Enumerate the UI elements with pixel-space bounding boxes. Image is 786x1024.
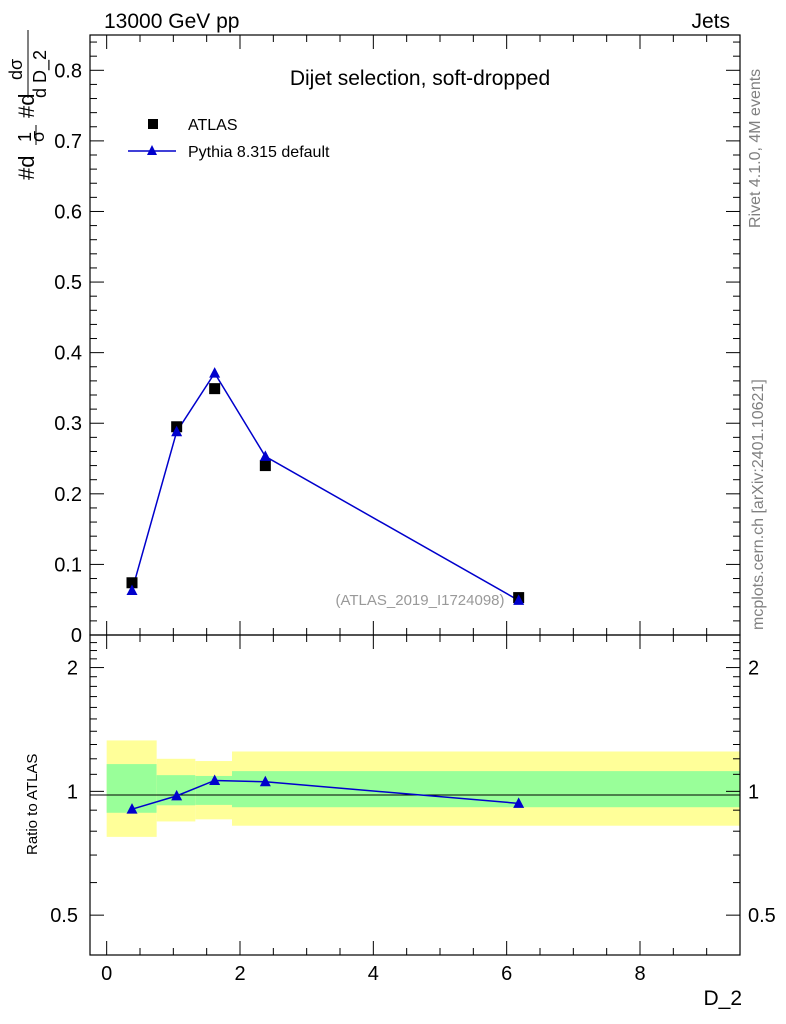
pythia-ratio-point (513, 797, 525, 808)
ratio-y-tick-label-left: 1 (67, 781, 78, 803)
atlas-point (209, 383, 221, 395)
ratio-y-tick-label-right: 0.5 (748, 905, 776, 927)
header-right: Jets (691, 10, 730, 33)
legend-pythia-label: Pythia 8.315 default (188, 144, 330, 161)
pythia-point (259, 450, 271, 461)
main-y-tick-labels: 0 0.1 0.2 0.3 0.4 0.5 0.6 0.7 0.8 (54, 60, 82, 647)
ratio-y-tick-label-right: 1 (748, 781, 759, 803)
ratio-y-tick-label-right: 2 (748, 658, 759, 680)
ratio-ticks (90, 634, 741, 955)
y-label-part-a: #d (14, 156, 39, 180)
y-tick-label: 0.3 (54, 413, 82, 435)
ratio-y-label: Ratio to ATLAS (24, 754, 41, 855)
ratio-y-tick-labels: 0.5 0.5 1 1 2 2 (50, 658, 776, 928)
main-y-axis-label: #d 1 σ #d dσ d D_2 (6, 30, 51, 180)
x-tick-labels: 0 2 4 6 8 (101, 963, 645, 985)
ratio-series (126, 774, 525, 814)
pythia-point (209, 367, 221, 378)
mcplots-label: mcplots.cern.ch [arXiv:2401.10621] (750, 379, 767, 630)
y-tick-label: 0.1 (54, 554, 82, 576)
legend-pythia-marker (147, 145, 157, 155)
ratio-panel: 0.5 0.5 1 1 2 2 Ratio to ATLAS (24, 634, 776, 956)
main-panel: 0 0.1 0.2 0.3 0.4 0.5 0.6 0.7 0.8 Dijet selectio… (54, 34, 741, 647)
y-tick-label: 0.6 (54, 201, 82, 223)
y-label-part-c: σ (28, 131, 48, 142)
y-tick-label: 0 (71, 625, 82, 647)
pythia-ratio-point (126, 803, 138, 814)
y-label-part-d: #d (14, 94, 39, 118)
pythia-line (131, 371, 520, 602)
y-tick-label: 0.7 (54, 131, 82, 153)
ratio-y-tick-label-left: 0.5 (50, 905, 78, 927)
pythia-point (513, 594, 525, 605)
x-tick-label: 6 (501, 963, 512, 985)
x-tick-label: 0 (101, 963, 112, 985)
pythia-point (171, 425, 183, 437)
y-tick-label: 0.5 (54, 272, 82, 294)
y-label-part-b: 1 (15, 132, 35, 142)
main-series (126, 367, 525, 605)
x-axis-label: D_2 (703, 987, 742, 1010)
legend-atlas-label: ATLAS (188, 117, 238, 134)
ratio-bands (106, 740, 740, 837)
main-ticks (90, 35, 741, 636)
rivet-label: Rivet 4.1.0, 4M events (747, 69, 764, 228)
pythia-ratio-point (259, 775, 271, 787)
ratio-band-inner (232, 771, 740, 808)
y-tick-label: 0.8 (54, 60, 82, 82)
y-tick-label: 0.4 (54, 343, 82, 365)
y-label-part-f: d D_2 (30, 50, 51, 98)
ratio-frame (89, 634, 741, 956)
x-tick-label: 2 (234, 963, 245, 985)
pythia-ratio-point (209, 774, 221, 785)
pythia-point (126, 584, 138, 596)
chart-title: Dijet selection, soft-dropped (290, 67, 550, 90)
atlas-point (259, 460, 271, 472)
x-tick-label: 4 (368, 963, 379, 985)
y-label-part-e: dσ (6, 59, 26, 80)
header-left: 13000 GeV pp (104, 10, 239, 33)
x-tick-label: 8 (634, 963, 645, 985)
atlas-point (126, 577, 138, 589)
pythia-ratio-point (171, 789, 183, 801)
legend-atlas-marker (148, 119, 158, 129)
ratio-y-tick-label-left: 2 (67, 658, 78, 680)
y-tick-label: 0.2 (54, 484, 82, 506)
analysis-watermark: (ATLAS_2019_I1724098) (335, 592, 504, 609)
